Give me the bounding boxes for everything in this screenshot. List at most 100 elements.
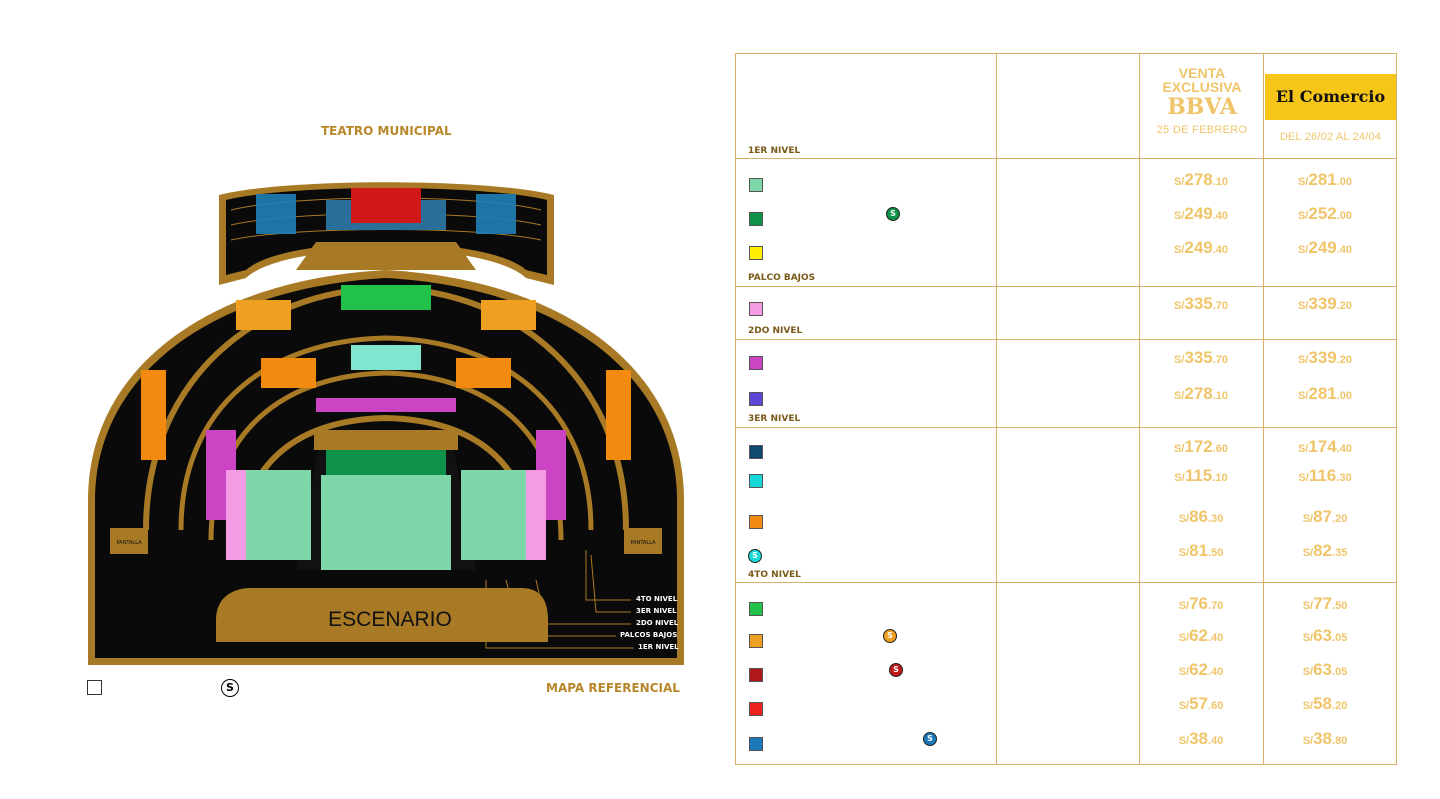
price-cents: .80 [1332, 735, 1348, 747]
price-color-swatch [749, 212, 763, 226]
price-main: 81 [1189, 541, 1209, 560]
price-main: 87 [1313, 507, 1333, 526]
price-cur: S/ [1178, 547, 1190, 559]
stage [216, 588, 548, 642]
price-color-swatch [749, 356, 763, 370]
price-cents: .20 [1332, 700, 1348, 712]
price-cur: S/ [1173, 443, 1185, 455]
s-badge-icon: S [889, 663, 903, 677]
level-label-2: 2DO NIVEL [636, 619, 679, 627]
el-comercio-price: S/252.00 [1264, 204, 1386, 224]
bbva-price: S/335.70 [1140, 348, 1262, 368]
bbva-venta: VENTA [1178, 65, 1226, 81]
legend-available-box [87, 680, 102, 695]
price-main: 249 [1184, 204, 1213, 223]
price-cents: .20 [1336, 354, 1353, 366]
el-comercio-price: S/58.20 [1264, 694, 1386, 714]
col-divider [996, 54, 997, 764]
price-cents: .20 [1332, 513, 1348, 525]
s-badge-icon: S [748, 549, 762, 563]
section-label: 3ER NIVEL [748, 414, 801, 424]
price-cur: S/ [1178, 600, 1190, 612]
el-comercio-price: S/77.50 [1264, 594, 1386, 614]
level-label-palcos: PALCOS BAJOS [620, 631, 677, 639]
s-badge-icon: S [883, 629, 897, 643]
el-comercio-price: S/82.35 [1264, 541, 1386, 561]
price-color-swatch [749, 302, 763, 316]
section-label: 4TO NIVEL [748, 570, 801, 580]
price-main: 86 [1189, 507, 1209, 526]
price-main: 62 [1189, 626, 1209, 645]
price-main: 62 [1189, 660, 1209, 679]
price-cents: .60 [1212, 443, 1229, 455]
price-main: 115 [1184, 466, 1213, 485]
section-divider [736, 582, 1396, 583]
price-cur: S/ [1178, 666, 1190, 678]
el-comercio-price: S/339.20 [1264, 348, 1386, 368]
price-main: 335 [1184, 294, 1213, 313]
price-cur: S/ [1302, 632, 1314, 644]
el-comercio-price: S/281.00 [1264, 170, 1386, 190]
price-color-swatch [749, 246, 763, 260]
bbva-exclusiva: EXCLUSIVA [1162, 79, 1242, 95]
price-cents: .40 [1208, 735, 1224, 747]
price-cents: .40 [1212, 244, 1229, 256]
price-cents: .00 [1336, 176, 1353, 188]
price-cents: .35 [1332, 547, 1348, 559]
price-cents: .10 [1212, 472, 1228, 484]
section-divider [736, 427, 1396, 428]
bbva-price: S/38.40 [1140, 729, 1262, 749]
price-cur: S/ [1297, 390, 1309, 402]
price-cur: S/ [1302, 735, 1314, 747]
bbva-price: S/249.40 [1140, 204, 1262, 224]
price-main: 172 [1184, 437, 1213, 456]
section-divider [736, 286, 1396, 287]
section-label: PALCO BAJOS [748, 273, 816, 283]
el-comercio-price: S/339.20 [1264, 294, 1386, 314]
pantalla-left: PANTALLA [116, 540, 142, 546]
level-label-3: 3ER NIVEL [636, 607, 677, 615]
price-cur: S/ [1297, 300, 1309, 312]
price-table: VENTA EXCLUSIVA BBVA 25 DE FEBRERO El Co… [735, 53, 1397, 765]
price-cents: .50 [1208, 547, 1224, 559]
el-comercio-price: S/87.20 [1264, 507, 1386, 527]
price-main: 57 [1189, 694, 1209, 713]
price-cur: S/ [1297, 210, 1309, 222]
price-main: 58 [1313, 694, 1333, 713]
price-cur: S/ [1173, 210, 1185, 222]
section-label: 1ER NIVEL [748, 146, 801, 156]
price-color-swatch [749, 634, 763, 648]
col-divider [1263, 54, 1264, 764]
price-cur: S/ [1178, 632, 1190, 644]
price-main: 339 [1308, 348, 1337, 367]
price-cur: S/ [1173, 300, 1185, 312]
section-divider [736, 158, 1396, 159]
price-color-swatch [749, 474, 763, 488]
price-cents: .40 [1336, 443, 1353, 455]
price-cur: S/ [1298, 472, 1309, 484]
price-cur: S/ [1178, 700, 1190, 712]
bbva-header: VENTA EXCLUSIVA BBVA 25 DE FEBRERO [1141, 66, 1263, 136]
price-cur: S/ [1302, 666, 1314, 678]
price-cents: .00 [1336, 210, 1353, 222]
price-cur: S/ [1173, 390, 1185, 402]
price-cents: .40 [1336, 244, 1353, 256]
section-divider [736, 339, 1396, 340]
bbva-price: S/278.10 [1140, 170, 1262, 190]
price-color-swatch [749, 602, 763, 616]
price-cents: .10 [1212, 176, 1229, 188]
price-cents: .50 [1332, 600, 1348, 612]
price-cur: S/ [1297, 354, 1309, 366]
price-cur: S/ [1302, 700, 1314, 712]
s-badge-icon: S [886, 207, 900, 221]
price-main: 339 [1308, 294, 1337, 313]
map-reference-label: MAPA REFERENCIAL [546, 681, 680, 695]
price-cents: .70 [1212, 300, 1229, 312]
price-color-swatch [749, 515, 763, 529]
price-main: 116 [1308, 466, 1337, 485]
price-cents: .20 [1336, 300, 1353, 312]
price-cents: .70 [1212, 354, 1229, 366]
legend-s-icon: S [221, 679, 239, 697]
price-main: 278 [1184, 384, 1213, 403]
theater-seat-map: ESCENARIO PANTALLA PANTALLA 4TO NIVEL 3E… [88, 182, 684, 665]
